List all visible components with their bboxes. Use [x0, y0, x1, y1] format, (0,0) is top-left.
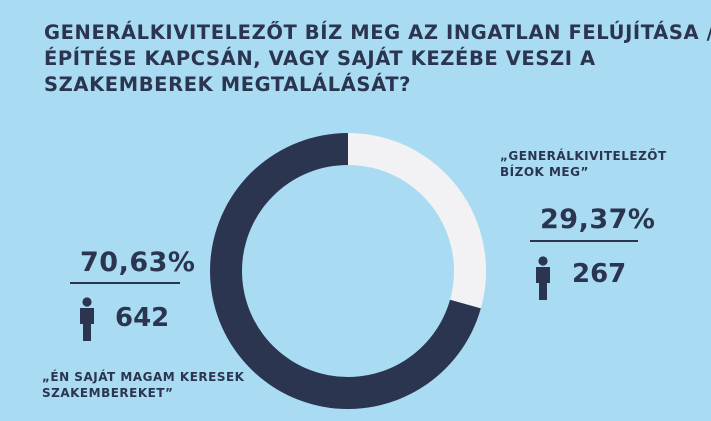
- person-icon: [80, 297, 94, 341]
- slice-label-general-contractor-line-2: BÍZOK MEG”: [500, 165, 589, 179]
- slice-label-general-contractor: „GENERÁLKIVITELEZŐT BÍZOK MEG”: [500, 148, 667, 180]
- chart-title-line-3: SZAKEMBEREK MEGTALÁLÁSÁT?: [44, 73, 412, 96]
- slice-label-self-search: „ÉN SAJÁT MAGAM KERESEK SZAKEMBEREKET”: [42, 369, 244, 401]
- chart-title-line-2: ÉPÍTÉSE KAPCSÁN, VAGY SAJÁT KEZÉBE VESZI…: [44, 47, 596, 70]
- person-icon: [536, 256, 550, 300]
- count-general-contractor: 267: [572, 259, 627, 289]
- slice-label-self-search-line-1: „ÉN SAJÁT MAGAM KERESEK: [42, 370, 245, 384]
- chart-title-line-1: GENERÁLKIVITELEZŐT BÍZ MEG AZ INGATLAN F…: [44, 21, 711, 44]
- divider-self-search: [70, 282, 180, 284]
- donut-slice-general-contractor: [348, 133, 487, 309]
- slice-label-self-search-line-2: SZAKEMBEREKET”: [42, 386, 174, 400]
- percent-label-self-search: 70,63%: [80, 247, 196, 278]
- count-self-search: 642: [115, 303, 170, 333]
- chart-title: GENERÁLKIVITELEZŐT BÍZ MEG AZ INGATLAN F…: [44, 20, 711, 98]
- slice-label-general-contractor-line-1: „GENERÁLKIVITELEZŐT: [500, 149, 667, 163]
- divider-general-contractor: [530, 240, 638, 242]
- percent-label-general-contractor: 29,37%: [540, 204, 656, 235]
